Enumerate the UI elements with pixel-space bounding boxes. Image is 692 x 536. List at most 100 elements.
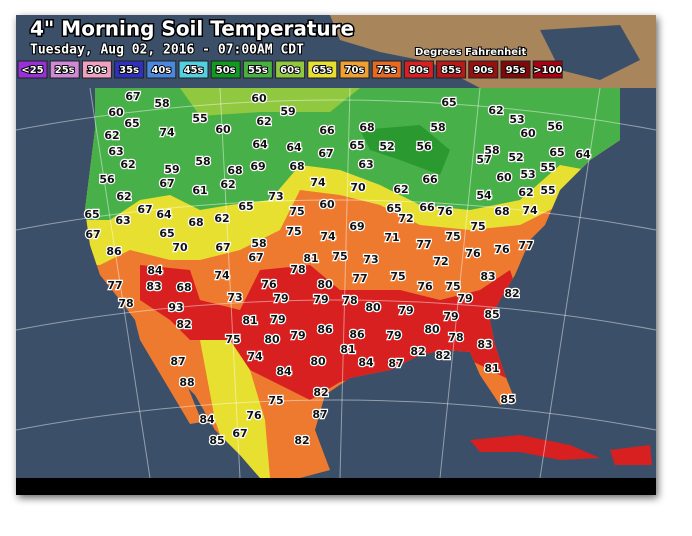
station-value: 85	[484, 308, 499, 321]
station-value: 62	[488, 104, 503, 117]
station-value: 68	[188, 216, 203, 229]
station-value: 81	[340, 343, 355, 356]
station-value: 75	[289, 205, 304, 218]
station-value: 62	[120, 158, 135, 171]
legend-swatch	[242, 60, 273, 79]
station-value: 60	[496, 171, 512, 184]
graticule	[15, 87, 657, 479]
legend-swatch	[146, 60, 177, 79]
legend-swatch	[436, 60, 467, 79]
station-value: 52	[508, 151, 523, 164]
station-value: 52	[379, 140, 394, 153]
station-value: 62	[220, 178, 235, 191]
legend-swatch	[307, 60, 338, 79]
station-value: 86	[106, 245, 122, 258]
station-value: 87	[312, 408, 327, 421]
station-value: 75	[332, 250, 347, 263]
station-value: 81	[242, 314, 257, 327]
station-value: 74	[159, 126, 175, 139]
station-value: 83	[477, 338, 492, 351]
station-value: 67	[232, 427, 247, 440]
station-value: 56	[99, 173, 115, 186]
station-value: 79	[398, 304, 413, 317]
station-value: 67	[318, 147, 333, 160]
station-value: 87	[170, 355, 185, 368]
station-value: 77	[107, 279, 122, 292]
legend-label: 95s	[506, 65, 526, 76]
station-value: 70	[350, 181, 366, 194]
station-value: 55	[540, 161, 555, 174]
legend-label: 50s	[216, 65, 236, 76]
station-value: 80	[365, 301, 381, 314]
station-value: 74	[214, 269, 230, 282]
hudson-bay	[540, 25, 640, 80]
station-value: 55	[540, 184, 555, 197]
station-value: 79	[273, 292, 288, 305]
station-value: 88	[179, 376, 194, 389]
station-value: 54	[476, 189, 492, 202]
station-value: 76	[417, 280, 433, 293]
station-value: 63	[358, 158, 373, 171]
station-value: 75	[470, 220, 485, 233]
subtitle: Tuesday, Aug 02, 2016 - 07:00AM CDT	[30, 43, 304, 58]
station-value: 58	[154, 97, 169, 110]
station-value: 67	[137, 203, 152, 216]
station-value: 62	[518, 186, 533, 199]
station-value: 58	[195, 155, 210, 168]
station-value: 81	[484, 362, 499, 375]
legend-swatch	[49, 60, 80, 79]
station-value: 59	[164, 163, 179, 176]
station-value: 85	[209, 434, 224, 447]
station-value: 75	[268, 394, 283, 407]
legend-label: <25	[21, 65, 43, 76]
legend-swatch	[210, 60, 241, 79]
station-value: 63	[115, 214, 130, 227]
station-value: 58	[484, 144, 499, 157]
station-value: 65	[549, 146, 564, 159]
station-value: 58	[251, 237, 266, 250]
station-value: 65	[349, 139, 364, 152]
station-value: 77	[518, 239, 533, 252]
station-value: 75	[286, 225, 301, 238]
station-value: 78	[448, 331, 463, 344]
station-value: 79	[290, 329, 305, 342]
station-value: 74	[522, 204, 538, 217]
station-value: 80	[264, 333, 280, 346]
station-value: 79	[443, 310, 458, 323]
station-value: 64	[286, 141, 302, 154]
zone-55	[85, 88, 620, 220]
station-value: 68	[494, 205, 509, 218]
station-value: 76	[261, 278, 277, 291]
legend-swatch	[500, 60, 531, 79]
station-value: 80	[317, 278, 333, 291]
station-value: 64	[156, 208, 172, 221]
station-value: 82	[313, 386, 328, 399]
station-value: 68	[227, 164, 242, 177]
legend-swatch	[275, 60, 306, 79]
station-value: 76	[437, 205, 453, 218]
station-value: 78	[118, 297, 133, 310]
station-value: 68	[289, 160, 304, 173]
station-value: 76	[246, 409, 262, 422]
station-value: 65	[238, 200, 253, 213]
station-value: 86	[349, 328, 365, 341]
station-value: 55	[192, 112, 207, 125]
station-value: 62	[116, 190, 131, 203]
station-value: 58	[430, 121, 445, 134]
legend: <25 25s 30s 35s 40s 45s 50s 55s 60s 65s 70s 75s 80s 8…	[17, 60, 563, 79]
station-value: 65	[386, 202, 401, 215]
legend-label: 25s	[55, 65, 75, 76]
station-value: 72	[433, 255, 448, 268]
station-value: 59	[280, 105, 295, 118]
station-value: 57	[476, 153, 491, 166]
station-value: 78	[342, 294, 357, 307]
station-value: 75	[445, 230, 460, 243]
station-value: 73	[268, 190, 283, 203]
legend-swatch	[114, 60, 145, 79]
station-value: 82	[504, 287, 519, 300]
station-value: 84	[199, 413, 215, 426]
station-value: 93	[168, 301, 183, 314]
station-value: 60	[251, 92, 267, 105]
